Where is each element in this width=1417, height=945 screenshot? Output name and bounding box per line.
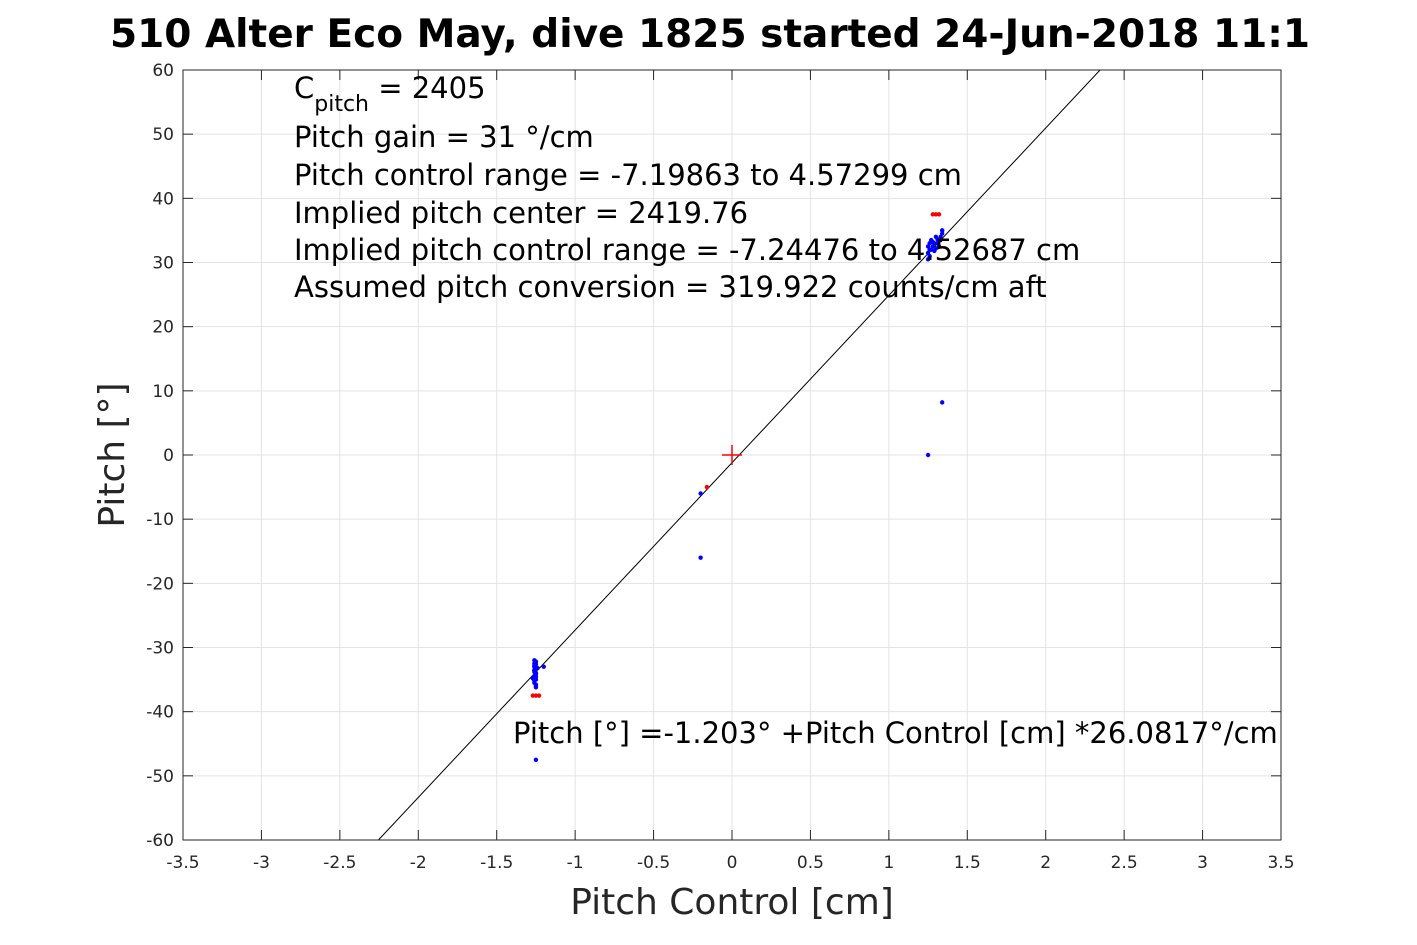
data-point	[938, 234, 943, 240]
x-ticks: -3.5 -3 -2.5 -2 -1.5 -1 -0.5 0 0.5 1 1.5 2 2.5 3 3.5	[166, 70, 1295, 873]
data-point	[533, 672, 539, 677]
x-tick-label: -1	[567, 853, 584, 873]
data-point	[927, 253, 932, 259]
x-tick-label: 3	[1197, 853, 1208, 873]
y-tick-label: 60	[152, 61, 174, 81]
data-point	[532, 668, 537, 673]
data-point	[533, 682, 539, 687]
x-tick-label: -1.5	[480, 853, 513, 873]
y-ticks: -60 -50 -40 -30 -20 -10 0 10 20 30 40 50 60	[146, 61, 1281, 851]
data-point	[533, 693, 539, 698]
data-point	[698, 491, 703, 496]
data-point	[930, 239, 935, 245]
pitch-gain-annotation: Pitch gain = 31 °/cm	[294, 120, 594, 154]
y-tick-label: -30	[146, 639, 174, 659]
y-tick-label: -60	[146, 831, 174, 851]
c-pitch-annotation: Cpitch = 2405	[294, 71, 486, 117]
y-tick-label: -40	[146, 703, 174, 723]
data-point	[536, 693, 542, 698]
x-tick-label: -2.5	[323, 853, 356, 873]
x-tick-label: -3	[253, 853, 270, 873]
x-tick-label: 2.5	[1111, 853, 1138, 873]
y-tick-label: 10	[152, 382, 174, 402]
y-tick-label: 40	[152, 189, 174, 209]
data-point	[530, 676, 535, 681]
y-tick-label: 30	[152, 254, 174, 274]
data-point	[704, 484, 710, 490]
chart-title: 510 Alter Eco May, dive 1825 started 24-…	[110, 12, 1310, 57]
data-point	[936, 212, 942, 217]
y-tick-label: -20	[146, 574, 174, 594]
y-axis-label: Pitch [°]	[92, 382, 133, 527]
axes-frame	[182, 69, 1282, 841]
x-tick-label: 0	[727, 853, 738, 873]
grid	[182, 69, 1282, 841]
x-tick-label: -0.5	[637, 853, 670, 873]
data-point	[930, 212, 935, 217]
assumed-pitch-conversion-annotation: Assumed pitch conversion = 319.922 count…	[294, 270, 1047, 304]
x-tick-label: -3.5	[166, 853, 199, 873]
y-tick-label: 20	[152, 318, 174, 338]
x-tick-label: 1.5	[954, 853, 981, 873]
data-point	[535, 665, 540, 671]
implied-pitch-control-range-annotation: Implied pitch control range = -7.24476 t…	[294, 233, 1080, 267]
x-tick-label: 1	[883, 853, 894, 873]
x-tick-label: 3.5	[1267, 853, 1294, 873]
x-tick-label: -2	[410, 853, 427, 873]
plot-area	[378, 69, 1101, 841]
data-point	[541, 664, 546, 669]
y-tick-label: -10	[146, 510, 174, 530]
data-point	[939, 400, 945, 405]
y-tick-label: 0	[163, 446, 174, 466]
pitch-control-range-annotation: Pitch control range = -7.19863 to 4.5729…	[294, 158, 962, 192]
x-axis-label: Pitch Control [cm]	[570, 882, 894, 923]
data-point	[935, 237, 940, 242]
data-point	[530, 693, 535, 698]
x-tick-label: 2	[1040, 853, 1051, 873]
c-pitch-symbol: C	[294, 71, 314, 105]
data-point	[533, 661, 539, 667]
c-pitch-subscript: pitch	[314, 92, 369, 117]
data-point	[933, 246, 939, 251]
implied-pitch-center-annotation: Implied pitch center = 2419.76	[294, 196, 748, 230]
data-point	[933, 212, 939, 217]
fit-equation-annotation: Pitch [°] =-1.203° +Pitch Control [cm] *…	[513, 716, 1278, 750]
data-point	[925, 452, 931, 458]
data-point	[533, 757, 539, 762]
x-tick-label: 0.5	[797, 853, 824, 873]
c-pitch-value: = 2405	[369, 71, 486, 105]
y-tick-label: -50	[146, 767, 174, 787]
data-point	[939, 228, 945, 233]
data-point	[698, 555, 703, 560]
y-tick-label: 50	[152, 125, 174, 145]
